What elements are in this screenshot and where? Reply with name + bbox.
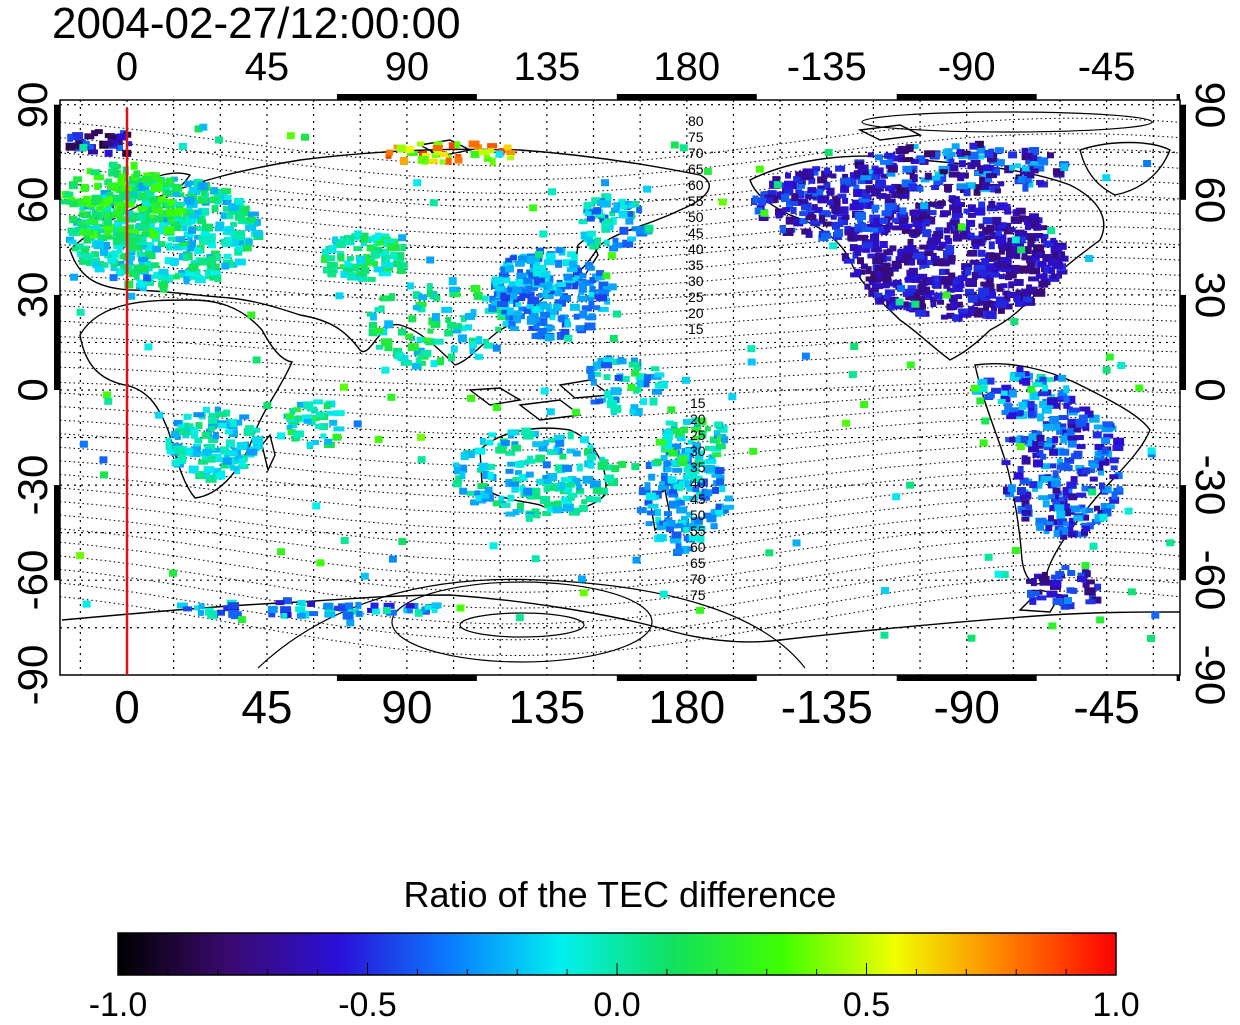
lon-tick-bottom: 180: [648, 681, 726, 733]
lon-tick-bottom: 135: [508, 681, 586, 733]
dip-label-north: 60: [688, 177, 704, 193]
lon-tick-top: -90: [937, 45, 996, 89]
dip-label-south: 40: [690, 475, 706, 491]
dip-label-south: 25: [690, 427, 706, 443]
dip-label-north: 30: [688, 273, 704, 289]
dip-label-north: 80: [688, 113, 704, 129]
lat-tick-right: 60: [1187, 176, 1234, 224]
lon-tick-bottom: 90: [381, 681, 433, 733]
dip-label-north: 75: [688, 129, 704, 145]
dip-label-south: 30: [690, 443, 706, 459]
lat-tick-right: -90: [1187, 644, 1234, 706]
lat-tick-left: -90: [9, 644, 56, 706]
lat-tick-right: 0: [1187, 378, 1234, 402]
colorbar: [117, 932, 1117, 976]
colorbar-label: 1.0: [1092, 986, 1140, 1024]
dip-label-south: 70: [690, 571, 706, 587]
colorbar-title: Ratio of the TEC difference: [403, 874, 837, 915]
dip-label-north: 45: [688, 225, 704, 241]
lon-tick-top: 90: [384, 45, 430, 89]
dip-label-north: 70: [688, 145, 704, 161]
lat-tick-right: 90: [1187, 81, 1234, 129]
colorbar-label: 0.5: [842, 986, 891, 1024]
dip-label-north: 40: [688, 241, 704, 257]
lat-tick-right: 30: [1187, 271, 1234, 319]
dip-label-south: 75: [690, 587, 706, 603]
lat-tick-left: 90: [9, 81, 56, 129]
dip-label-north: 20: [688, 305, 704, 321]
lon-tick-bottom: -45: [1073, 681, 1140, 733]
lon-tick-top: -135: [786, 45, 867, 89]
lat-tick-right: -30: [1187, 454, 1234, 516]
lon-tick-top: 0: [115, 45, 139, 89]
dip-label-south: 20: [690, 411, 706, 427]
lon-tick-bottom: -90: [933, 681, 1000, 733]
dip-label-north: 55: [688, 193, 704, 209]
lat-tick-left: -60: [9, 549, 56, 611]
dip-label-north: 50: [688, 209, 704, 225]
dip-latitude-labels: 8075706560555045403530252015152025303540…: [688, 113, 706, 603]
dip-label-south: 65: [690, 555, 706, 571]
dip-label-north: 65: [688, 161, 704, 177]
colorbar-label: -1.0: [88, 986, 148, 1024]
lon-tick-bottom: 0: [114, 681, 140, 733]
lon-tick-bottom: -135: [780, 681, 873, 733]
lat-tick-left: 0: [9, 378, 56, 402]
dip-label-south: 35: [690, 459, 706, 475]
dip-label-north: 35: [688, 257, 704, 273]
dip-label-north: 15: [688, 321, 704, 337]
lat-tick-left: -30: [9, 454, 56, 516]
map-title: 2004-02-27/12:00:00: [52, 0, 461, 48]
lon-tick-bottom: 45: [241, 681, 293, 733]
dip-label-south: 50: [690, 507, 706, 523]
dip-label-south: 15: [690, 395, 706, 411]
lon-tick-top: 135: [513, 45, 581, 89]
colorbar-label: -0.5: [338, 986, 397, 1024]
lat-tick-right: -60: [1187, 549, 1234, 611]
lon-tick-top: 180: [653, 45, 721, 89]
lon-tick-top: 45: [244, 45, 290, 89]
colorbar-label: 0.0: [593, 986, 641, 1024]
dip-label-south: 55: [690, 523, 706, 539]
lat-tick-left: 60: [9, 176, 56, 224]
lat-tick-left: 30: [9, 271, 56, 319]
dip-label-south: 45: [690, 491, 706, 507]
tec-ratio-cells: [60, 123, 1175, 642]
lon-tick-top: -45: [1077, 45, 1136, 89]
dip-label-north: 25: [688, 289, 704, 305]
dip-label-south: 60: [690, 539, 706, 555]
